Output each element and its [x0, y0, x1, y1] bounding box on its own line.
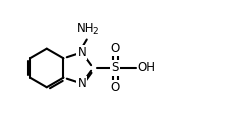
Text: NH: NH [77, 22, 94, 35]
Text: N: N [77, 46, 86, 59]
Text: N: N [77, 77, 86, 90]
Text: S: S [111, 61, 119, 74]
Text: OH: OH [137, 61, 154, 74]
Text: O: O [110, 81, 119, 94]
Text: 2: 2 [92, 26, 97, 36]
Text: O: O [110, 42, 119, 55]
